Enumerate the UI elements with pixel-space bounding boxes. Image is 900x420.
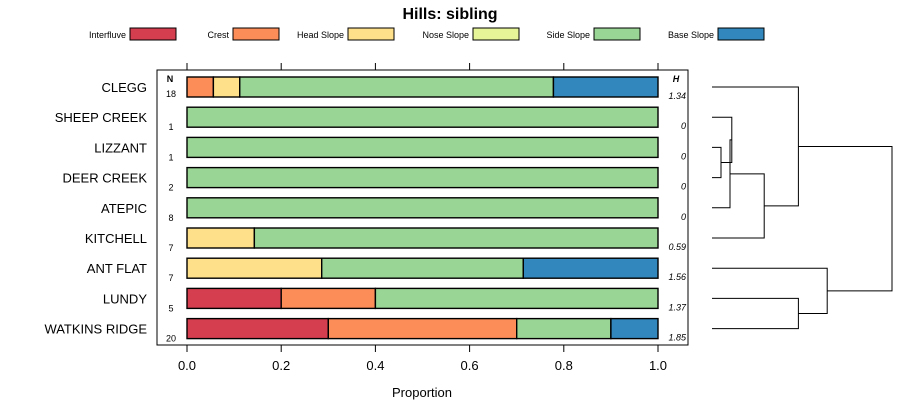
n-value: 1 bbox=[168, 122, 173, 132]
dendrogram-link bbox=[712, 86, 799, 207]
bar-segment bbox=[321, 257, 524, 279]
h-value: 1.37 bbox=[668, 302, 687, 312]
legend-label: Side Slope bbox=[546, 30, 590, 40]
x-tick-label: 0.2 bbox=[272, 358, 290, 373]
dendrogram-link bbox=[712, 173, 765, 239]
dendrogram-link bbox=[712, 116, 733, 163]
bar-segment bbox=[552, 76, 659, 98]
x-axis: 0.0 0.2 0.4 0.6 0.8 1.0 bbox=[178, 63, 667, 373]
h-value: 1.85 bbox=[668, 333, 687, 343]
category-label: ATEPIC bbox=[101, 201, 147, 216]
bar-segment bbox=[522, 257, 659, 279]
bar-segment bbox=[186, 166, 659, 189]
legend-label: Nose Slope bbox=[422, 30, 469, 40]
x-tick-label: 0.6 bbox=[461, 358, 479, 373]
bar-segment bbox=[280, 287, 377, 310]
n-value: 7 bbox=[168, 273, 173, 283]
n-value: 7 bbox=[168, 243, 173, 253]
legend-label: Head Slope bbox=[297, 30, 344, 40]
legend-label: Base Slope bbox=[668, 30, 714, 40]
bar-segment bbox=[186, 136, 659, 159]
n-value: 1 bbox=[168, 152, 173, 162]
category-label: KITCHELL bbox=[85, 231, 147, 246]
category-label: CLEGG bbox=[101, 80, 147, 95]
n-value: 18 bbox=[166, 89, 176, 99]
category-label: DEER CREEK bbox=[62, 171, 147, 186]
bar-segment bbox=[253, 227, 659, 249]
category-label: ANT FLAT bbox=[87, 261, 147, 276]
h-header: H bbox=[673, 74, 680, 84]
n-header: N bbox=[167, 74, 174, 84]
bar-segment bbox=[327, 317, 518, 340]
x-tick-label: 0.4 bbox=[366, 358, 384, 373]
legend-swatch bbox=[593, 27, 641, 41]
bar-segment bbox=[610, 317, 659, 340]
legend-swatch bbox=[232, 27, 280, 41]
bar-segment bbox=[186, 257, 323, 279]
bar-segment bbox=[186, 106, 659, 128]
n-value: 5 bbox=[168, 303, 173, 313]
legend-swatch bbox=[347, 27, 395, 41]
x-axis-label: Proportion bbox=[392, 385, 452, 400]
bar-segment bbox=[186, 197, 659, 219]
dendrogram-link bbox=[712, 146, 722, 179]
dendrogram-link bbox=[712, 267, 828, 314]
bar-segment bbox=[212, 76, 241, 98]
n-value: 20 bbox=[166, 334, 176, 344]
bar-segment bbox=[239, 76, 555, 98]
h-value: 0 bbox=[681, 151, 686, 161]
legend: Interfluve Crest Head Slope Nose Slope Side … bbox=[89, 27, 765, 41]
rows: CLEGG 18 1.34 SHEEP CREEK 1 0 LIZZANT 1 0 DEER CR… bbox=[44, 76, 687, 344]
legend-swatch bbox=[717, 27, 765, 41]
bar-segment bbox=[186, 76, 215, 98]
x-tick-label: 0.0 bbox=[178, 358, 196, 373]
dendrogram bbox=[712, 86, 893, 330]
h-value: 1.56 bbox=[668, 272, 686, 282]
bar-segment bbox=[374, 287, 659, 310]
bar-segment bbox=[516, 317, 612, 340]
category-label: WATKINS RIDGE bbox=[44, 322, 147, 337]
category-label: LUNDY bbox=[103, 291, 147, 306]
dendrogram-link bbox=[712, 297, 799, 330]
h-value: 0.59 bbox=[668, 242, 686, 252]
bar-segment bbox=[186, 287, 282, 310]
legend-swatch bbox=[472, 27, 520, 41]
plot-frame bbox=[156, 69, 689, 346]
n-value: 2 bbox=[168, 183, 173, 193]
legend-label: Interfluve bbox=[89, 30, 126, 40]
h-value: 0 bbox=[681, 182, 686, 192]
legend-swatch bbox=[129, 27, 177, 41]
bar-segment bbox=[186, 227, 256, 249]
dendrogram-link bbox=[712, 139, 732, 209]
dendrogram-link bbox=[798, 145, 893, 292]
legend-label: Crest bbox=[207, 30, 229, 40]
category-label: LIZZANT bbox=[94, 140, 147, 155]
n-value: 8 bbox=[168, 213, 173, 223]
x-tick-label: 0.8 bbox=[555, 358, 573, 373]
h-value: 0 bbox=[681, 121, 686, 131]
bar-segment bbox=[186, 317, 330, 340]
category-label: SHEEP CREEK bbox=[55, 110, 148, 125]
h-value: 0 bbox=[681, 212, 686, 222]
chart-title: Hills: sibling bbox=[402, 6, 497, 23]
h-value: 1.34 bbox=[668, 91, 686, 101]
x-tick-label: 1.0 bbox=[649, 358, 667, 373]
